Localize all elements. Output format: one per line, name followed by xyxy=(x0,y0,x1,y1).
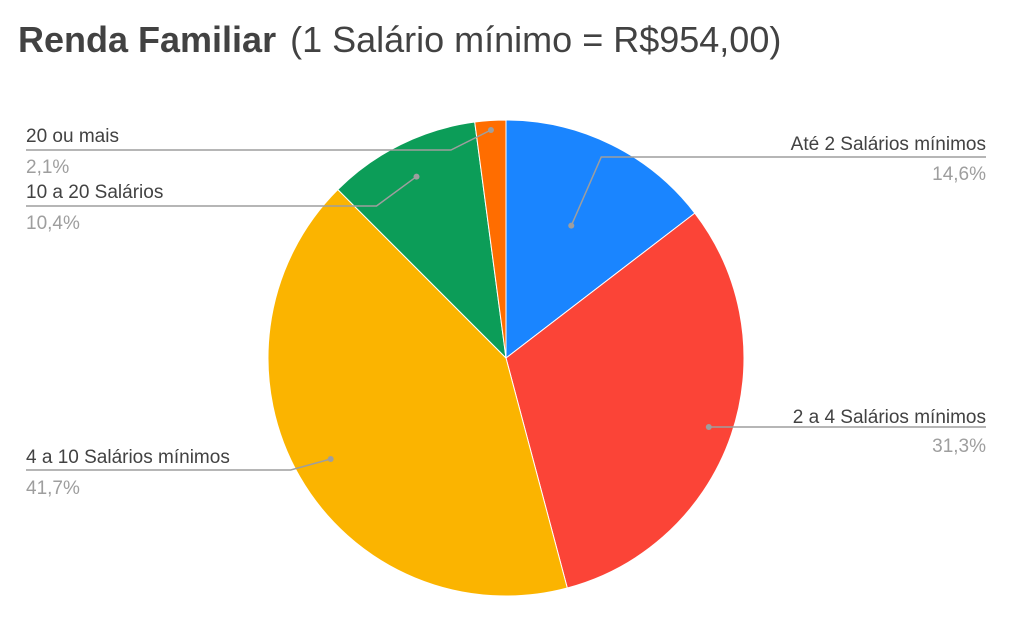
slice-value-label: 2,1% xyxy=(26,157,69,178)
pie-slice[interactable] xyxy=(505,212,745,589)
chart-subtitle: (1 Salário mínimo = R$954,00) xyxy=(290,19,781,60)
slice-value-label: 41,7% xyxy=(26,478,80,499)
slice-value-label: 14,6% xyxy=(932,164,986,185)
slice-value-label: 10,4% xyxy=(26,213,80,234)
pie-slice[interactable] xyxy=(474,119,507,359)
pie-slice[interactable] xyxy=(337,121,507,360)
chart-title: Renda Familiar xyxy=(18,19,276,60)
slice-labels: Até 2 Salários mínimos 14,6% 2 a 4 Salário… xyxy=(26,126,986,499)
slice-value-label: 31,3% xyxy=(932,436,986,457)
slice-label: Até 2 Salários mínimos xyxy=(791,134,986,155)
slice-label: 2 a 4 Salários mínimos xyxy=(793,407,986,428)
leader-line xyxy=(26,175,417,207)
leader-line xyxy=(26,458,331,471)
chart-title-line: Renda Familiar (1 Salário mínimo = R$954… xyxy=(18,19,781,60)
slice-label: 10 a 20 Salários xyxy=(26,182,163,203)
slice-label: 4 a 10 Salários mínimos xyxy=(26,447,230,468)
pie-slice[interactable] xyxy=(267,188,568,597)
leader-line xyxy=(26,129,492,151)
pie-slices xyxy=(267,119,745,597)
slice-label: 20 ou mais xyxy=(26,126,119,147)
leader-line xyxy=(570,156,986,226)
pie-slice[interactable] xyxy=(505,119,696,360)
